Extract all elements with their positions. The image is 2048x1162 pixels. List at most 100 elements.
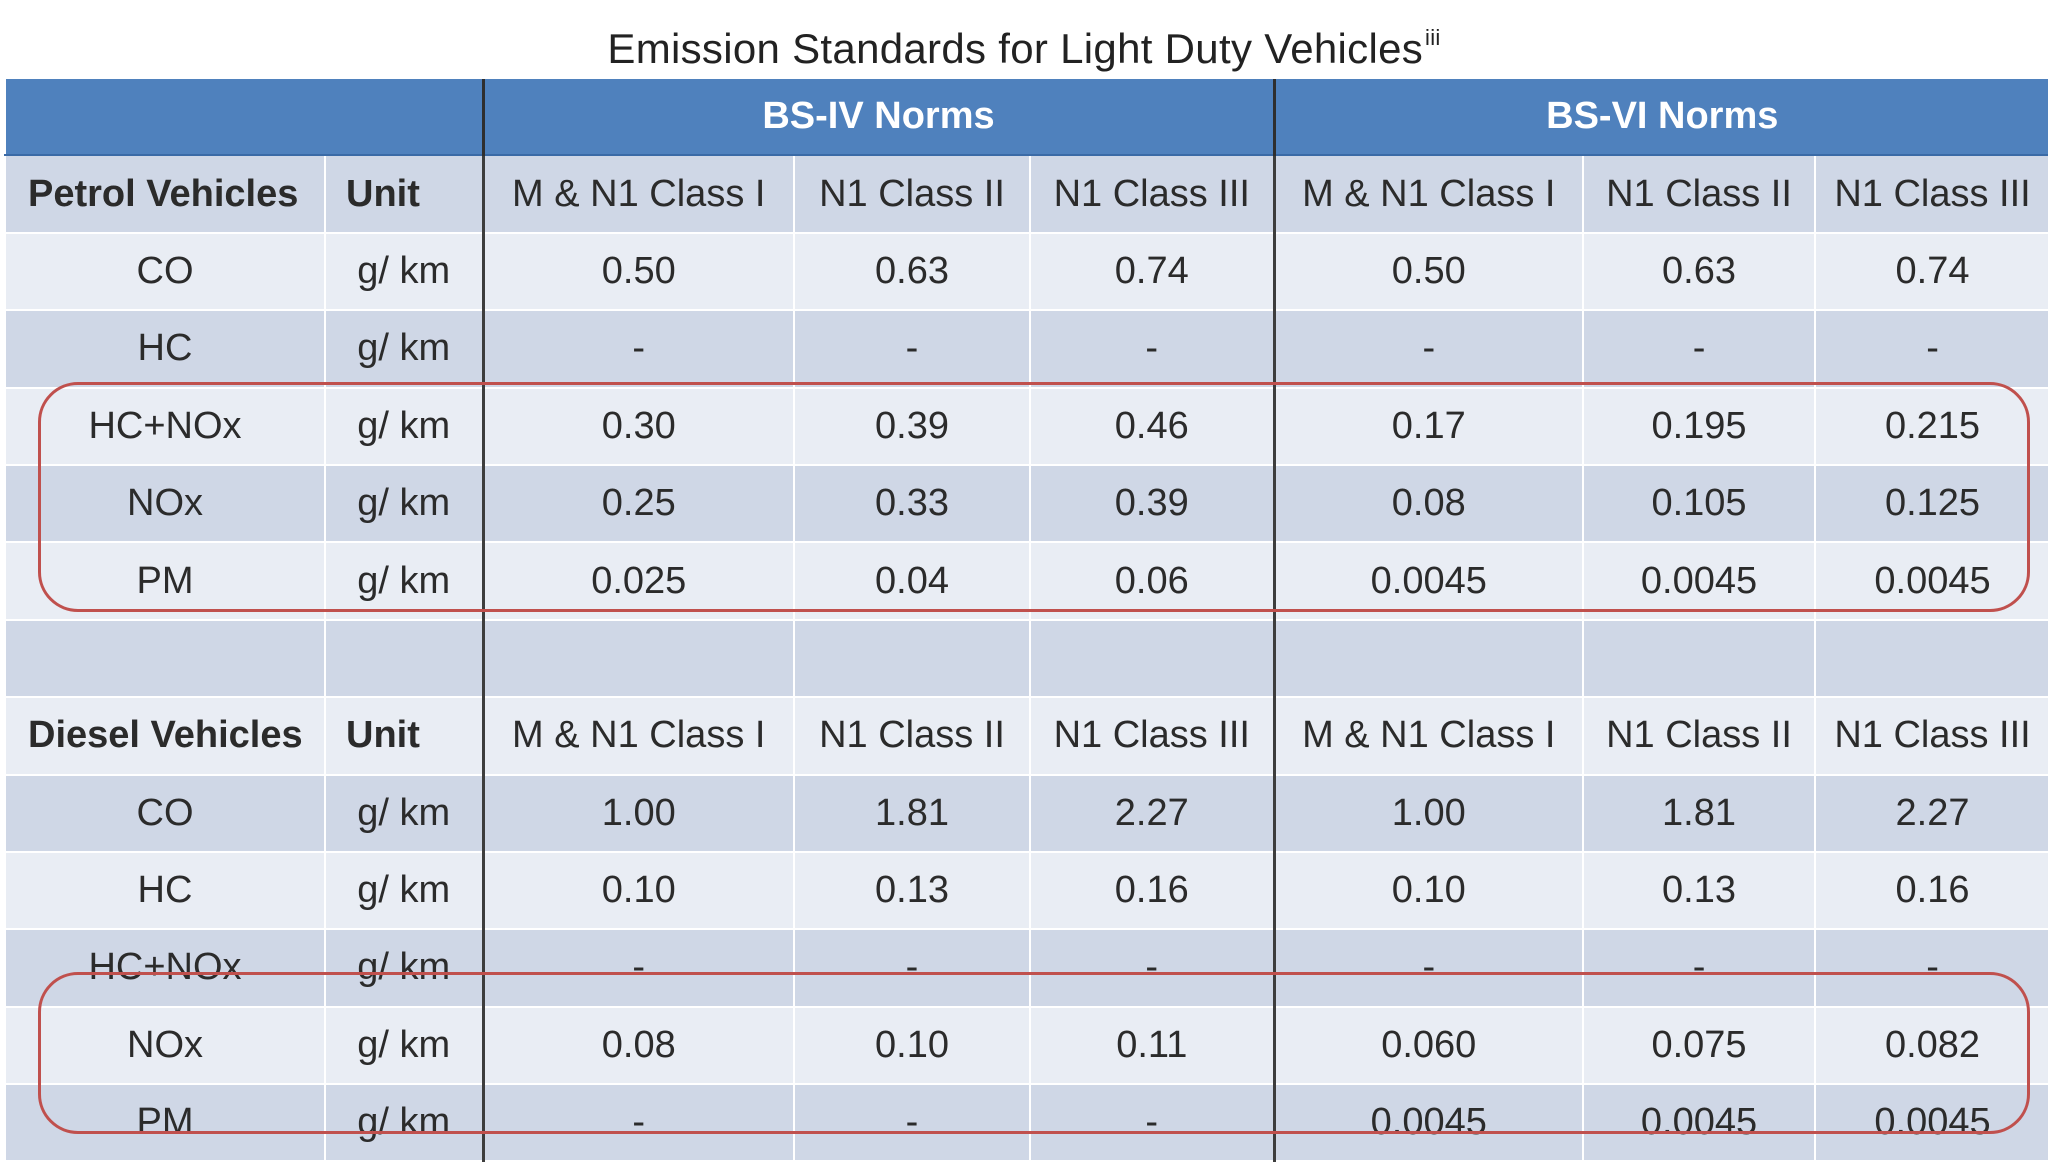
value-cell: 2.27: [1814, 774, 2048, 853]
pollutant-cell: CO: [4, 232, 325, 312]
diesel-vehicles-label: Diesel Vehicles: [4, 697, 325, 776]
pollutant-cell: CO: [4, 774, 325, 853]
value-cell: -: [1272, 929, 1584, 1008]
value-cell: -: [1028, 1084, 1275, 1162]
value-cell: 0.10: [1272, 851, 1584, 931]
unit-cell: g/ km: [324, 310, 483, 389]
petrol-unit-label: Unit: [324, 155, 483, 234]
value-cell: 0.11: [1028, 1006, 1275, 1086]
value-cell: 0.63: [1582, 232, 1816, 312]
spacer-cell: [793, 619, 1030, 699]
value-cell: 1.00: [1272, 774, 1584, 853]
pollutant-cell: HC: [4, 851, 325, 931]
unit-cell: g/ km: [324, 542, 483, 621]
class-header-cell: M & N1 Class I: [481, 697, 794, 776]
pollutant-cell: PM: [4, 542, 325, 621]
spacer-row: [4, 619, 2048, 699]
value-cell: 0.195: [1582, 387, 1816, 466]
value-cell: 0.060: [1272, 1006, 1584, 1086]
value-cell: 0.17: [1272, 387, 1584, 466]
value-cell: -: [481, 929, 794, 1008]
value-cell: 1.00: [481, 774, 794, 853]
value-cell: 0.075: [1582, 1006, 1816, 1086]
value-cell: 0.46: [1028, 387, 1275, 466]
value-cell: 0.39: [793, 387, 1030, 466]
class-header-cell: M & N1 Class I: [1272, 697, 1584, 776]
value-cell: -: [793, 929, 1030, 1008]
norms-header-row: BS-IV Norms BS-VI Norms: [4, 79, 2048, 157]
pollutant-cell: NOx: [4, 464, 325, 544]
page-title: Emission Standards for Light Duty Vehicl…: [0, 8, 2048, 79]
value-cell: 0.13: [793, 851, 1030, 931]
value-cell: 0.105: [1582, 464, 1816, 544]
class-header-cell: N1 Class III: [1814, 155, 2048, 234]
title-superscript: iii: [1425, 25, 1441, 50]
value-cell: 0.13: [1582, 851, 1816, 931]
value-cell: 0.63: [793, 232, 1030, 312]
petrol-vehicles-label: Petrol Vehicles: [4, 155, 325, 234]
value-cell: 0.10: [481, 851, 794, 931]
table-row: NOx g/ km 0.25 0.33 0.39 0.08 0.105 0.12…: [4, 464, 2048, 544]
value-cell: 0.06: [1028, 542, 1275, 621]
value-cell: 0.30: [481, 387, 794, 466]
unit-cell: g/ km: [324, 464, 483, 544]
value-cell: 0.0045: [1814, 1084, 2048, 1162]
bs-vi-norms-header: BS-VI Norms: [1272, 79, 2048, 157]
spacer-cell: [1582, 619, 1816, 699]
value-cell: 0.25: [481, 464, 794, 544]
value-cell: 0.025: [481, 542, 794, 621]
value-cell: 0.08: [481, 1006, 794, 1086]
value-cell: -: [481, 1084, 794, 1162]
emission-standards-table: BS-IV Norms BS-VI Norms Petrol Vehicles …: [4, 79, 2048, 1162]
class-header-cell: N1 Class II: [793, 155, 1030, 234]
value-cell: -: [1028, 310, 1275, 389]
table-row: CO g/ km 0.50 0.63 0.74 0.50 0.63 0.74: [4, 232, 2048, 312]
unit-cell: g/ km: [324, 774, 483, 853]
value-cell: 0.0045: [1582, 542, 1816, 621]
value-cell: -: [1582, 310, 1816, 389]
class-header-cell: N1 Class II: [1582, 155, 1816, 234]
value-cell: 0.0045: [1814, 542, 2048, 621]
value-cell: 0.50: [1272, 232, 1584, 312]
value-cell: 0.215: [1814, 387, 2048, 466]
class-header-cell: N1 Class II: [793, 697, 1030, 776]
value-cell: 0.0045: [1272, 1084, 1584, 1162]
title-text: Emission Standards for Light Duty Vehicl…: [607, 25, 1424, 72]
value-cell: -: [1814, 929, 2048, 1008]
value-cell: 0.50: [481, 232, 794, 312]
diesel-header-row: Diesel Vehicles Unit M & N1 Class I N1 C…: [4, 697, 2048, 776]
spacer-cell: [481, 619, 794, 699]
diesel-unit-label: Unit: [324, 697, 483, 776]
value-cell: -: [1582, 929, 1816, 1008]
table-row: HC+NOx g/ km - - - - - -: [4, 929, 2048, 1008]
table-row: PM g/ km 0.025 0.04 0.06 0.0045 0.0045 0…: [4, 542, 2048, 621]
value-cell: 0.10: [793, 1006, 1030, 1086]
value-cell: 0.16: [1028, 851, 1275, 931]
pollutant-cell: NOx: [4, 1006, 325, 1086]
class-header-cell: N1 Class III: [1028, 155, 1275, 234]
value-cell: -: [1814, 310, 2048, 389]
table-row: CO g/ km 1.00 1.81 2.27 1.00 1.81 2.27: [4, 774, 2048, 853]
spacer-cell: [1814, 619, 2048, 699]
value-cell: 0.74: [1814, 232, 2048, 312]
spacer-cell: [4, 619, 325, 699]
unit-cell: g/ km: [324, 1084, 483, 1162]
pollutant-cell: HC+NOx: [4, 929, 325, 1008]
value-cell: 0.74: [1028, 232, 1275, 312]
header-blank-cell: [4, 79, 483, 157]
petrol-header-row: Petrol Vehicles Unit M & N1 Class I N1 C…: [4, 155, 2048, 234]
spacer-cell: [324, 619, 483, 699]
class-header-cell: N1 Class II: [1582, 697, 1816, 776]
value-cell: -: [1028, 929, 1275, 1008]
unit-cell: g/ km: [324, 387, 483, 466]
value-cell: -: [1272, 310, 1584, 389]
unit-cell: g/ km: [324, 929, 483, 1008]
table-row: HC g/ km - - - - - -: [4, 310, 2048, 389]
pollutant-cell: HC: [4, 310, 325, 389]
value-cell: -: [793, 1084, 1030, 1162]
table-row: HC+NOx g/ km 0.30 0.39 0.46 0.17 0.195 0…: [4, 387, 2048, 466]
value-cell: 0.39: [1028, 464, 1275, 544]
unit-cell: g/ km: [324, 1006, 483, 1086]
value-cell: 0.33: [793, 464, 1030, 544]
table-row: HC g/ km 0.10 0.13 0.16 0.10 0.13 0.16: [4, 851, 2048, 931]
